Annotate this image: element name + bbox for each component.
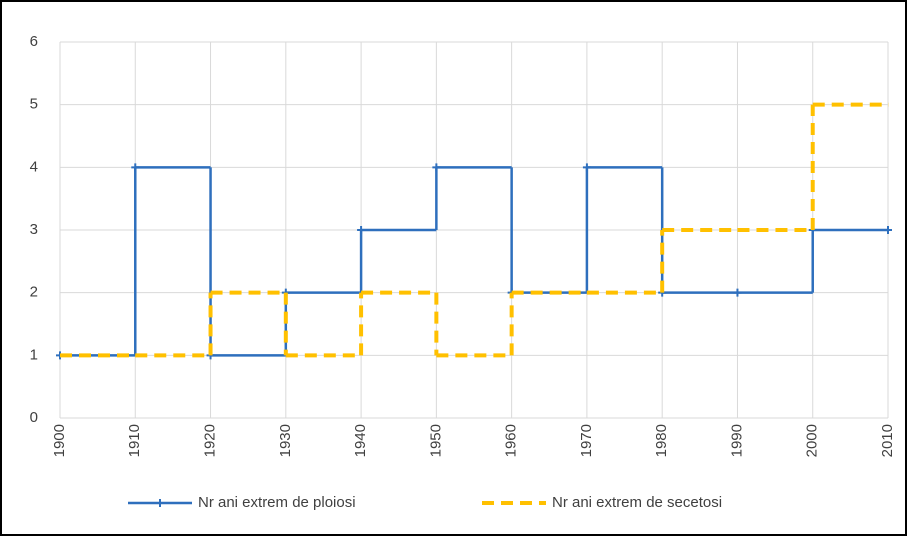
- x-tick-label: 1940: [352, 424, 369, 457]
- y-tick-label: 2: [30, 284, 38, 301]
- marker: [582, 163, 591, 172]
- x-tick-label: 1950: [427, 424, 444, 457]
- y-tick-label: 5: [30, 96, 38, 113]
- legend-marker: [156, 499, 164, 507]
- x-tick-label: 1930: [277, 424, 294, 457]
- marker: [733, 288, 742, 297]
- x-tick-label: 2000: [804, 424, 821, 457]
- legend-label: Nr ani extrem de ploiosi: [198, 494, 356, 511]
- marker: [884, 226, 892, 234]
- x-tick-label: 1920: [202, 424, 219, 457]
- x-tick-label: 2010: [879, 424, 896, 457]
- y-tick-label: 6: [30, 33, 38, 50]
- x-tick-label: 1960: [503, 424, 520, 457]
- x-tick-label: 1970: [578, 424, 595, 457]
- legend-label: Nr ani extrem de secetosi: [552, 494, 722, 511]
- marker: [357, 226, 366, 234]
- y-tick-label: 1: [30, 346, 38, 363]
- y-tick-label: 3: [30, 221, 38, 238]
- marker: [432, 163, 441, 172]
- y-tick-label: 0: [30, 409, 38, 426]
- x-tick-label: 1990: [728, 424, 745, 457]
- y-tick-label: 4: [30, 158, 38, 175]
- x-tick-label: 1900: [51, 424, 68, 457]
- x-tick-label: 1980: [653, 424, 670, 457]
- x-tick-label: 1910: [126, 424, 143, 457]
- marker: [131, 163, 140, 172]
